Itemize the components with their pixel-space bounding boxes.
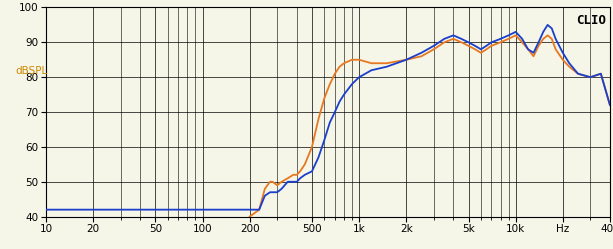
- Text: dBSPL: dBSPL: [15, 66, 47, 76]
- Text: CLIO: CLIO: [576, 14, 606, 27]
